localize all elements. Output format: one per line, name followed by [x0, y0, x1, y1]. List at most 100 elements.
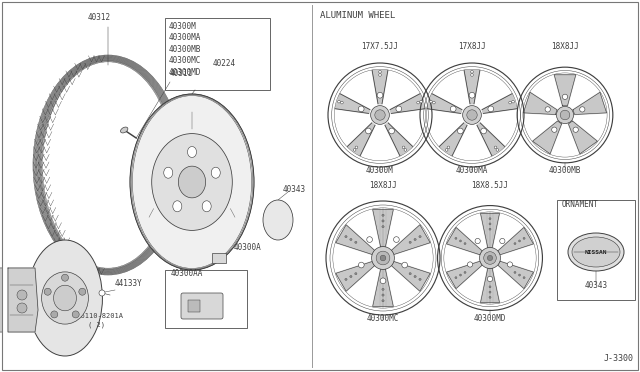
- Polygon shape: [482, 94, 516, 113]
- Circle shape: [429, 100, 432, 103]
- Circle shape: [481, 128, 486, 134]
- Circle shape: [358, 106, 364, 112]
- Text: 18X8JJ: 18X8JJ: [369, 181, 397, 190]
- Bar: [188, 300, 200, 312]
- Circle shape: [496, 149, 499, 151]
- Circle shape: [394, 237, 399, 243]
- Text: 40300MD: 40300MD: [474, 314, 506, 323]
- Ellipse shape: [164, 167, 173, 178]
- Circle shape: [372, 247, 394, 269]
- Text: 40300M: 40300M: [366, 166, 394, 175]
- Circle shape: [512, 100, 515, 103]
- Circle shape: [433, 101, 435, 104]
- Text: 40311: 40311: [170, 69, 193, 78]
- Ellipse shape: [54, 285, 76, 311]
- Circle shape: [382, 294, 384, 296]
- Circle shape: [447, 146, 450, 149]
- Circle shape: [508, 262, 513, 267]
- Circle shape: [365, 128, 371, 134]
- Circle shape: [380, 278, 386, 283]
- Circle shape: [72, 311, 79, 318]
- Polygon shape: [372, 70, 388, 104]
- Circle shape: [382, 225, 384, 228]
- Ellipse shape: [28, 240, 102, 356]
- Circle shape: [417, 101, 419, 104]
- Circle shape: [560, 110, 570, 120]
- Text: 40300MC: 40300MC: [367, 314, 399, 323]
- Bar: [212, 253, 226, 263]
- Circle shape: [563, 94, 568, 99]
- Circle shape: [488, 276, 493, 282]
- Circle shape: [455, 277, 457, 279]
- Circle shape: [402, 262, 408, 268]
- Text: 40312: 40312: [88, 13, 111, 22]
- Circle shape: [355, 273, 357, 275]
- Circle shape: [338, 100, 340, 103]
- Circle shape: [488, 106, 493, 112]
- Circle shape: [514, 271, 516, 273]
- Circle shape: [419, 278, 421, 280]
- Polygon shape: [481, 268, 499, 303]
- Circle shape: [379, 74, 381, 76]
- Polygon shape: [8, 268, 38, 332]
- Circle shape: [367, 237, 372, 243]
- Polygon shape: [532, 121, 561, 154]
- Circle shape: [489, 286, 491, 288]
- Text: NISSAN: NISSAN: [585, 250, 607, 254]
- Circle shape: [556, 106, 573, 124]
- Circle shape: [470, 74, 474, 76]
- Text: ORNAMENT: ORNAMENT: [562, 200, 599, 209]
- Bar: [557, 200, 635, 300]
- Circle shape: [376, 251, 390, 265]
- Bar: [165, 18, 270, 90]
- Circle shape: [99, 290, 105, 296]
- Ellipse shape: [263, 200, 293, 240]
- Circle shape: [396, 106, 402, 112]
- Text: 44133Y: 44133Y: [115, 279, 143, 288]
- Polygon shape: [573, 92, 607, 115]
- Circle shape: [458, 128, 463, 134]
- Circle shape: [345, 278, 347, 280]
- Circle shape: [489, 218, 491, 220]
- Polygon shape: [481, 214, 499, 248]
- Text: ALUMINUM WHEEL: ALUMINUM WHEEL: [320, 11, 396, 20]
- Circle shape: [382, 214, 384, 217]
- Circle shape: [404, 149, 406, 151]
- Polygon shape: [372, 209, 394, 247]
- Circle shape: [382, 299, 384, 302]
- Circle shape: [573, 127, 579, 132]
- Circle shape: [460, 240, 461, 242]
- Circle shape: [518, 240, 520, 242]
- Text: 40300AA: 40300AA: [171, 269, 204, 278]
- Text: 17X7.5JJ: 17X7.5JJ: [362, 42, 399, 51]
- Polygon shape: [440, 123, 467, 155]
- Circle shape: [460, 274, 461, 276]
- Polygon shape: [372, 269, 394, 307]
- Circle shape: [414, 275, 416, 278]
- Polygon shape: [477, 123, 504, 155]
- Text: 40300M
40300MA
40300MB
40300MC
40300MD: 40300M 40300MA 40300MB 40300MC 40300MD: [169, 22, 202, 77]
- Ellipse shape: [42, 272, 88, 324]
- Polygon shape: [554, 75, 576, 106]
- Circle shape: [17, 303, 27, 313]
- Circle shape: [358, 262, 364, 268]
- Circle shape: [350, 275, 352, 278]
- Circle shape: [44, 288, 51, 295]
- Circle shape: [388, 128, 394, 134]
- Text: 40300MB: 40300MB: [549, 166, 581, 175]
- Circle shape: [371, 106, 389, 124]
- Circle shape: [463, 106, 481, 124]
- Text: 40343: 40343: [283, 185, 306, 194]
- Polygon shape: [447, 261, 482, 289]
- Ellipse shape: [120, 127, 128, 133]
- Text: °06110-8201A: °06110-8201A: [72, 313, 123, 319]
- Text: 40224: 40224: [213, 59, 236, 68]
- Circle shape: [17, 290, 27, 300]
- Circle shape: [479, 247, 500, 269]
- Circle shape: [375, 110, 385, 120]
- Circle shape: [414, 238, 416, 241]
- Circle shape: [475, 238, 480, 244]
- Ellipse shape: [568, 233, 624, 271]
- Text: J-3300: J-3300: [604, 354, 634, 363]
- Polygon shape: [447, 227, 482, 255]
